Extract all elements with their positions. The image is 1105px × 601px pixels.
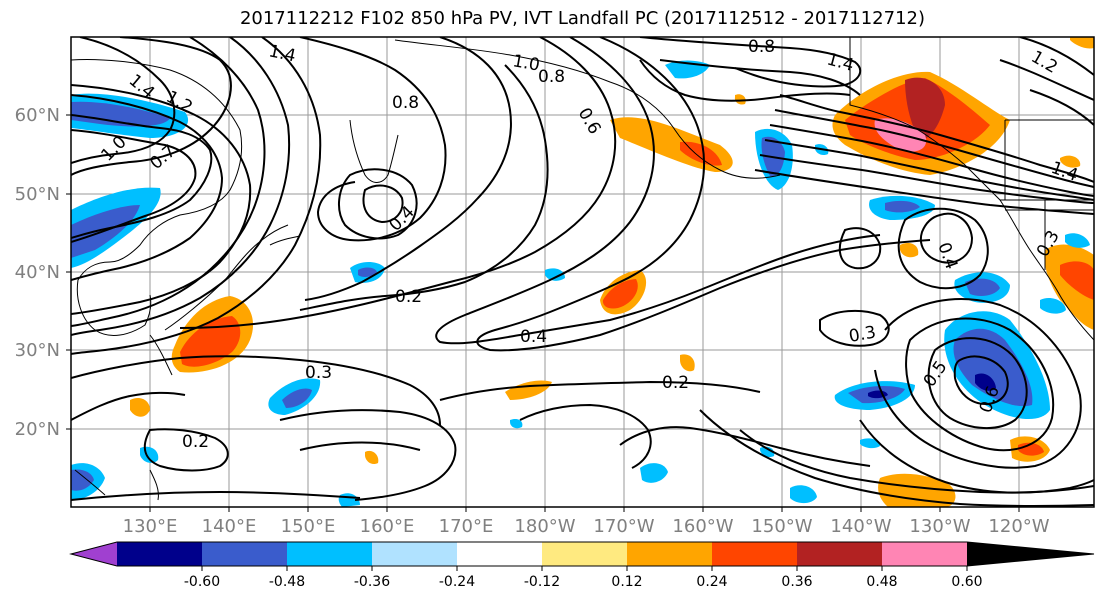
colorbar-segment <box>71 542 117 566</box>
colorbar-segment <box>967 542 1094 566</box>
lon-label: 130°W <box>909 516 970 537</box>
colorbar-tick-label: 0.48 <box>866 574 897 590</box>
lon-label: 140°E <box>202 516 257 537</box>
colorbar-tick-label: 0.60 <box>951 574 982 590</box>
contour-label: 0.6 <box>574 105 605 138</box>
lon-label: 130°E <box>123 516 178 537</box>
colorbar-tick-label: -0.48 <box>269 574 305 590</box>
lat-label: 50°N <box>15 184 60 205</box>
contour-label: 0.3 <box>847 323 877 347</box>
lon-label: 170°E <box>439 516 494 537</box>
colorbar-tick-label: -0.36 <box>354 574 390 590</box>
colorbar-outline <box>69 541 1095 567</box>
colorbar-segment <box>712 542 797 566</box>
contour-label: 0.2 <box>662 373 689 393</box>
axis-ticks <box>66 114 1020 512</box>
contour-label: 1.4 <box>267 41 298 66</box>
colorbar-segment <box>542 542 627 566</box>
contour-label: 0.8 <box>392 93 419 113</box>
lon-label: 160°W <box>672 516 733 537</box>
colorbar-segment <box>457 542 542 566</box>
colorbar-tick-label: 0.12 <box>611 574 642 590</box>
colorbar-tick-label: -0.12 <box>524 574 560 590</box>
contour-label: 0.8 <box>538 67 565 87</box>
lon-label: 120°W <box>988 516 1049 537</box>
contour-label: 1.4 <box>825 50 856 76</box>
lon-label: 150°W <box>751 516 812 537</box>
colorbar-segment <box>287 542 372 566</box>
latitude-labels: 60°N 50°N 40°N 30°N 20°N <box>15 105 60 440</box>
colorbar-segment <box>882 542 967 566</box>
coastlines <box>71 37 1094 501</box>
colorbar-segment <box>117 542 202 566</box>
colorbar-segment <box>627 542 712 566</box>
colorbar-tick-label: -0.24 <box>439 574 475 590</box>
lon-label: 150°E <box>281 516 336 537</box>
colorbar-tick-label: 0.36 <box>781 574 812 590</box>
lon-label: 180°W <box>514 516 575 537</box>
lat-label: 40°N <box>15 262 60 283</box>
graticule <box>71 37 1094 507</box>
contour-label: 0.2 <box>395 287 422 307</box>
contour-label: 0.4 <box>520 327 547 347</box>
contours <box>71 37 1094 507</box>
lon-label: 170°W <box>593 516 654 537</box>
lon-label: 160°E <box>360 516 415 537</box>
colorbar-segment <box>797 542 882 566</box>
colorbar-tick-label: 0.24 <box>696 574 727 590</box>
contour-label: 0.5 <box>920 357 952 391</box>
contour-label: 1.0 <box>511 51 541 75</box>
lon-label: 140°W <box>830 516 891 537</box>
colorbar-segment <box>202 542 287 566</box>
longitude-labels: 130°E 140°E 150°E 160°E 170°E 180°W 170°… <box>123 516 1050 537</box>
map-title: 2017112212 F102 850 hPa PV, IVT Landfall… <box>239 8 926 29</box>
contour-label: 0.4 <box>933 240 961 272</box>
colorbar-segment <box>372 542 457 566</box>
contour-label: 0.8 <box>748 37 775 57</box>
lat-label: 30°N <box>15 340 60 361</box>
lat-label: 60°N <box>15 105 60 126</box>
lat-label: 20°N <box>15 419 60 440</box>
colorbar-tick-label: -0.60 <box>184 574 220 590</box>
contour-label: 0.2 <box>182 432 209 452</box>
contour-label: 0.4 <box>385 202 418 235</box>
contour-label: 0.3 <box>305 363 332 383</box>
colorbar: -0.60 -0.48 -0.36 -0.24 -0.12 0.12 0.24 … <box>69 541 1095 590</box>
